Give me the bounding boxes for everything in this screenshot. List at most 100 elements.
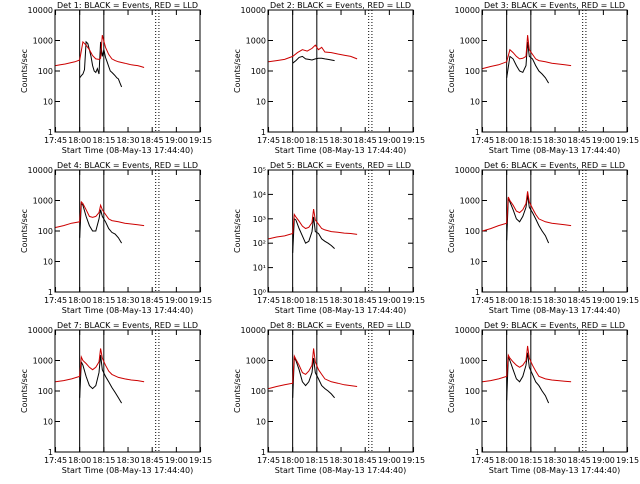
- y-axis-label: Counts/sec: [233, 369, 242, 413]
- x-tick-label: 19:15: [402, 456, 425, 465]
- x-axis-label: Start Time (08-May-13 17:44:40): [62, 306, 193, 315]
- events-series-line: [79, 40, 123, 88]
- y-tick-label: 1000: [246, 357, 266, 366]
- chart-panel-2: Det 2: BLACK = Events, RED = LLD 1 10 100 10…: [233, 1, 425, 155]
- plot-frame: [267, 329, 414, 453]
- x-tick-label: 19:15: [402, 136, 425, 145]
- x-tick-label: 18:15: [305, 456, 328, 465]
- x-tick-label: 18:00: [281, 296, 304, 305]
- y-tick-label: 10000: [28, 6, 53, 15]
- x-tick-label: 18:45: [354, 456, 377, 465]
- x-tick-label: 18:30: [117, 136, 140, 145]
- y-tick-label: 1000: [246, 37, 266, 46]
- chart-title: Det 6: BLACK = Events, RED = LLD: [484, 161, 625, 170]
- x-tick-label: 19:00: [378, 296, 401, 305]
- x-tick-label: 19:15: [189, 456, 212, 465]
- x-tick-label: 17:45: [44, 456, 67, 465]
- y-tick-label: 10²: [253, 239, 266, 248]
- x-tick-label: 17:45: [471, 296, 494, 305]
- x-tick-label: 19:00: [165, 296, 188, 305]
- y-tick-label: 10³: [253, 215, 266, 224]
- y-tick-label: 10000: [241, 326, 266, 335]
- x-tick-label: 18:30: [117, 296, 140, 305]
- x-tick-label: 19:00: [378, 136, 401, 145]
- y-tick-label: 100: [38, 227, 53, 236]
- y-axis-label: Counts/sec: [447, 209, 456, 253]
- y-tick-label: 1: [48, 448, 53, 457]
- lld-series-line: [55, 34, 145, 68]
- x-tick-label: 18:45: [568, 296, 591, 305]
- chart-title: Det 8: BLACK = Events, RED = LLD: [270, 321, 411, 330]
- x-axis-label: Start Time (08-May-13 17:44:40): [489, 146, 620, 155]
- lld-series-line: [55, 348, 145, 383]
- x-tick-label: 19:15: [616, 456, 639, 465]
- x-axis-label: Start Time (08-May-13 17:44:40): [489, 306, 620, 315]
- y-tick-label: 1: [475, 448, 480, 457]
- x-axis-label: Start Time (08-May-13 17:44:40): [275, 466, 406, 475]
- x-tick-label: 18:30: [330, 136, 353, 145]
- y-tick-label: 10: [470, 418, 480, 427]
- x-tick-label: 19:00: [378, 456, 401, 465]
- chart-panel-3: Det 3: BLACK = Events, RED = LLD 1 10 100 10…: [447, 1, 639, 155]
- plot-frame: [481, 169, 628, 293]
- y-tick-label: 100: [465, 387, 480, 396]
- events-series-line: [506, 41, 550, 84]
- y-tick-label: 10000: [455, 6, 480, 15]
- x-tick-label: 19:00: [592, 456, 615, 465]
- plot-frame: [267, 169, 414, 293]
- plot-frame: [54, 9, 201, 133]
- x-tick-label: 18:15: [92, 296, 115, 305]
- x-tick-label: 18:00: [495, 296, 518, 305]
- chart-panel-4: Det 4: BLACK = Events, RED = LLD 1 10 100 10…: [20, 161, 212, 315]
- y-tick-label: 10: [470, 98, 480, 107]
- x-tick-label: 18:15: [519, 296, 542, 305]
- y-tick-label: 1000: [460, 357, 480, 366]
- events-series-line: [79, 202, 123, 244]
- events-series-line: [292, 216, 335, 253]
- x-axis-label: Start Time (08-May-13 17:44:40): [489, 466, 620, 475]
- x-axis-label: Start Time (08-May-13 17:44:40): [62, 146, 193, 155]
- x-tick-label: 18:30: [544, 456, 567, 465]
- plot-frame: [54, 329, 201, 453]
- x-tick-label: 19:00: [165, 136, 188, 145]
- y-tick-label: 100: [38, 67, 53, 76]
- y-axis-label: Counts/sec: [447, 49, 456, 93]
- x-tick-label: 19:00: [165, 456, 188, 465]
- y-tick-label: 1: [48, 128, 53, 137]
- y-tick-label: 10⁴: [253, 190, 266, 199]
- x-tick-label: 18:30: [544, 296, 567, 305]
- x-axis-label: Start Time (08-May-13 17:44:40): [275, 146, 406, 155]
- y-tick-label: 10: [43, 418, 53, 427]
- lld-series-line: [268, 348, 358, 390]
- y-axis-label: Counts/sec: [20, 369, 29, 413]
- plot-frame: [481, 9, 628, 133]
- lld-series-line: [268, 209, 358, 240]
- y-tick-label: 100: [251, 67, 266, 76]
- x-tick-label: 19:15: [189, 136, 212, 145]
- y-axis-label: Counts/sec: [20, 209, 29, 253]
- x-tick-label: 18:15: [92, 136, 115, 145]
- y-tick-label: 1: [261, 448, 266, 457]
- x-tick-label: 18:45: [568, 456, 591, 465]
- x-axis-label: Start Time (08-May-13 17:44:40): [275, 306, 406, 315]
- x-tick-label: 17:45: [471, 456, 494, 465]
- chart-panel-6: Det 6: BLACK = Events, RED = LLD 1 10 100 10…: [447, 161, 639, 315]
- y-tick-label: 10: [470, 258, 480, 267]
- y-tick-label: 1: [475, 128, 480, 137]
- x-tick-label: 19:00: [592, 136, 615, 145]
- y-tick-label: 100: [465, 67, 480, 76]
- plot-frame: [54, 169, 201, 293]
- x-tick-label: 18:15: [305, 136, 328, 145]
- y-tick-label: 10000: [28, 166, 53, 175]
- x-tick-label: 18:00: [68, 296, 91, 305]
- y-tick-label: 10000: [455, 166, 480, 175]
- x-tick-label: 19:15: [616, 296, 639, 305]
- y-tick-label: 1: [48, 288, 53, 297]
- x-tick-label: 18:15: [519, 136, 542, 145]
- x-tick-label: 18:00: [495, 456, 518, 465]
- x-tick-label: 18:45: [141, 296, 164, 305]
- x-tick-label: 19:15: [616, 136, 639, 145]
- lld-series-line: [55, 200, 145, 228]
